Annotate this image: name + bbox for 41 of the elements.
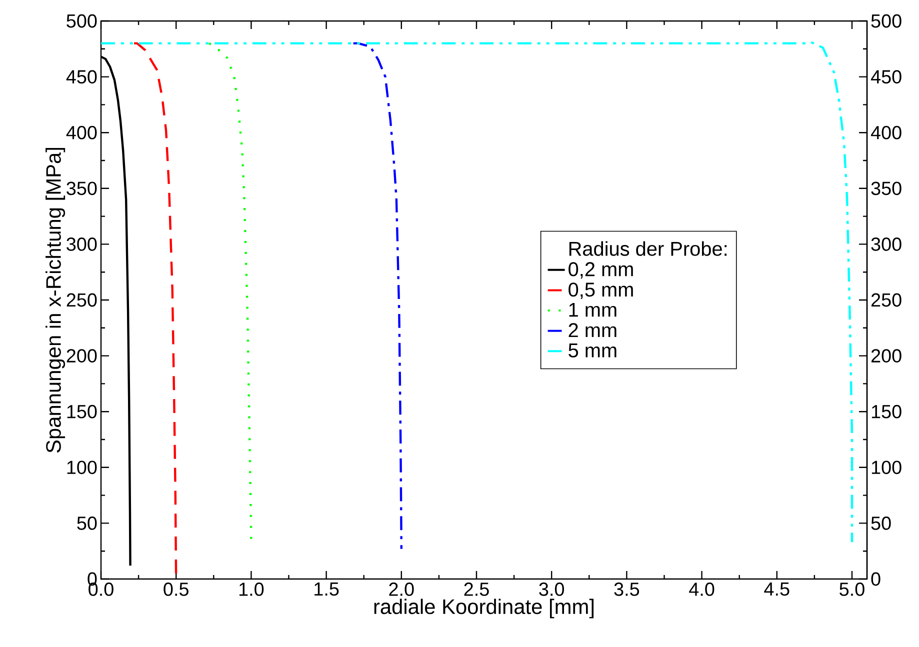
y-tick-label: 200 <box>66 349 97 363</box>
y-tick-label: 150 <box>67 404 97 418</box>
y2-tick-label: 250 <box>871 293 902 307</box>
y2-tick-label: 500 <box>871 14 902 28</box>
y-tick-label: 50 <box>77 516 97 530</box>
legend-label: 0,2 mm <box>568 262 633 279</box>
y-tick-label: 300 <box>66 237 97 251</box>
x-axis-title: radiale Koordinate [mm] <box>374 598 594 618</box>
line-series <box>352 42 402 550</box>
y-tick-label: 100 <box>67 460 97 474</box>
y-tick-label: 400 <box>66 126 97 140</box>
y2-tick-label: 450 <box>870 70 902 84</box>
x-tick-label: 2.5 <box>464 582 489 596</box>
legend-label: 2 mm <box>568 323 616 338</box>
x-tick-label: 4.5 <box>764 582 790 596</box>
x-tick-label: 0.5 <box>164 582 188 596</box>
x-tick-label: 1.5 <box>314 582 339 596</box>
y-axis-title: Spannungen in x-Richtung [MPa] <box>46 148 66 453</box>
legend-label: 0,5 mm <box>568 282 633 300</box>
y2-tick-label: 100 <box>872 460 902 474</box>
y-tick-label: 350 <box>66 182 97 196</box>
y-tick-label: 450 <box>66 70 97 84</box>
y-tick-label: 250 <box>66 293 97 307</box>
legend-title: Radius der Probe: <box>569 241 727 256</box>
x-tick-label: 4.0 <box>689 582 714 596</box>
legend-label: 1 mm <box>569 302 616 317</box>
x-tick-label: 1.0 <box>239 582 264 596</box>
line-series <box>101 41 854 544</box>
y2-tick-label: 50 <box>871 516 891 530</box>
x-tick-label: 3.0 <box>539 582 564 596</box>
y-tick-label: 500 <box>66 14 97 28</box>
y2-tick-label: 300 <box>871 237 902 251</box>
x-tick-label: 5.0 <box>840 582 864 596</box>
y2-tick-label: 0 <box>871 572 880 586</box>
y2-tick-label: 400 <box>870 126 902 140</box>
x-tick-label: 2.0 <box>389 582 414 596</box>
legend-label: 5 mm <box>568 344 616 358</box>
y2-tick-label: 200 <box>871 349 902 363</box>
y2-tick-label: 350 <box>871 182 902 196</box>
x-tick-label: 3.5 <box>614 582 640 596</box>
y2-tick-label: 150 <box>872 404 902 418</box>
